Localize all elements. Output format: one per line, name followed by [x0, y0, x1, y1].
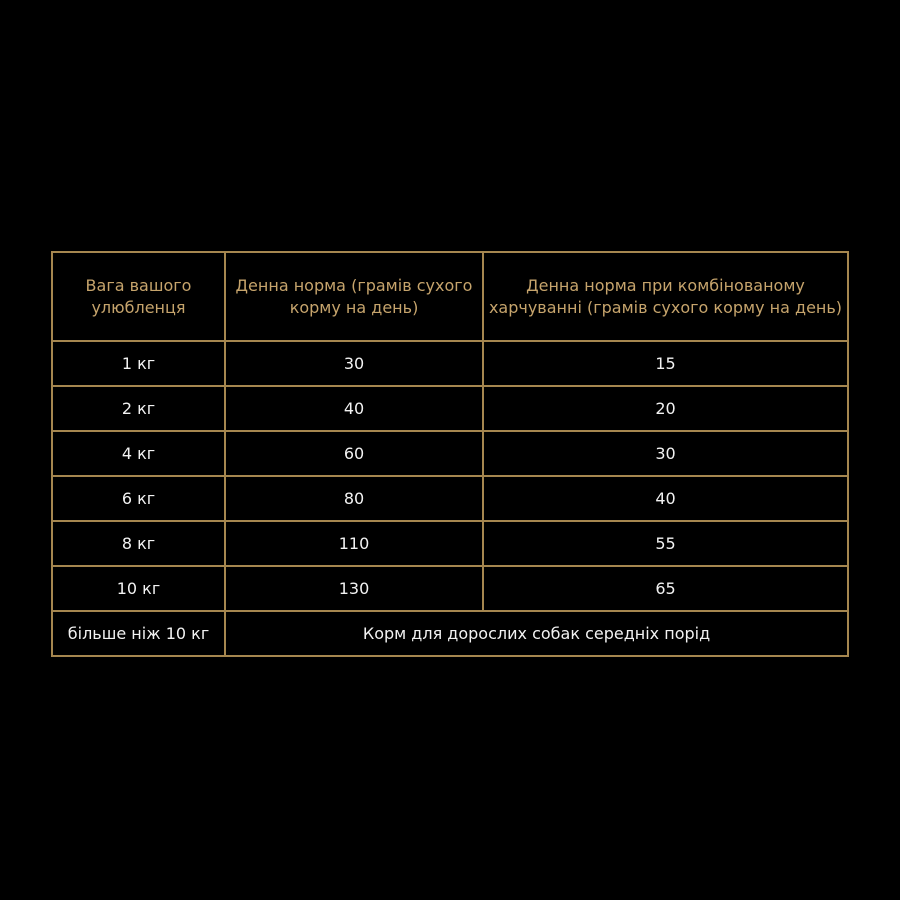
cell-daily-norm: 80 — [224, 475, 484, 522]
cell-combined-norm: 15 — [482, 340, 849, 387]
cell-weight: 10 кг — [51, 565, 226, 612]
cell-combined-norm: 20 — [482, 385, 849, 432]
table-row: 6 кг 80 40 — [51, 475, 849, 522]
cell-weight: 6 кг — [51, 475, 226, 522]
cell-weight: 2 кг — [51, 385, 226, 432]
header-daily-norm: Денна норма (грамів сухого корму на день… — [224, 251, 484, 342]
cell-daily-norm: 40 — [224, 385, 484, 432]
header-row: Вага вашого улюбленця Денна норма (грамі… — [51, 251, 849, 342]
table-row: 2 кг 40 20 — [51, 385, 849, 432]
table-row: 1 кг 30 15 — [51, 340, 849, 387]
cell-combined-norm: 55 — [482, 520, 849, 567]
table-row-last: більше ніж 10 кг Корм для дорослих собак… — [51, 610, 849, 657]
cell-daily-norm: 110 — [224, 520, 484, 567]
cell-daily-norm: 60 — [224, 430, 484, 477]
cell-daily-norm: 130 — [224, 565, 484, 612]
header-combined-norm: Денна норма при комбінованому харчуванні… — [482, 251, 849, 342]
cell-weight: більше ніж 10 кг — [51, 610, 226, 657]
cell-weight: 4 кг — [51, 430, 226, 477]
cell-weight: 8 кг — [51, 520, 226, 567]
cell-combined-norm: 40 — [482, 475, 849, 522]
cell-note: Корм для дорослих собак середніх порід — [224, 610, 849, 657]
table-row: 10 кг 130 65 — [51, 565, 849, 612]
table-row: 8 кг 110 55 — [51, 520, 849, 567]
cell-daily-norm: 30 — [224, 340, 484, 387]
feeding-table: Вага вашого улюбленця Денна норма (грамі… — [51, 251, 849, 657]
table-row: 4 кг 60 30 — [51, 430, 849, 477]
cell-combined-norm: 30 — [482, 430, 849, 477]
cell-combined-norm: 65 — [482, 565, 849, 612]
cell-weight: 1 кг — [51, 340, 226, 387]
header-weight: Вага вашого улюбленця — [51, 251, 226, 342]
